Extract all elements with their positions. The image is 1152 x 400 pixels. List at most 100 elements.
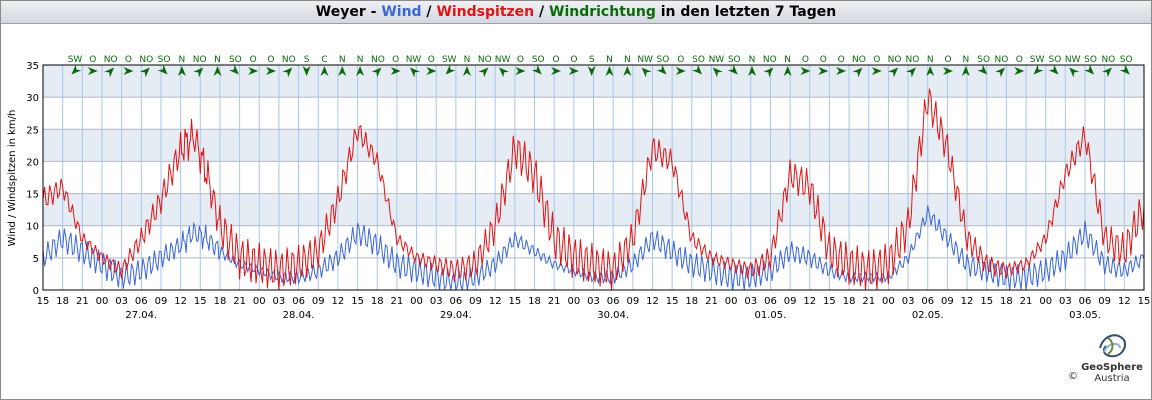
x-tick-label: 09 [312,296,325,307]
direction-label: O [802,55,809,65]
x-tick-label: 21 [705,296,718,307]
direction-label: N [749,55,756,65]
direction-arrow [587,66,596,76]
direction-arrow [641,67,652,78]
direction-arrow [320,66,329,76]
direction-arrow [213,66,222,76]
x-tick-label: 00 [96,296,109,307]
direction-arrow-shape [818,67,829,75]
direction-arrow [818,67,829,75]
x-tick-label: 06 [921,296,934,307]
direction-arrow-shape [852,67,863,78]
direction-label: SO [1120,55,1133,65]
x-tick-label: 00 [725,296,738,307]
direction-label: NO [193,55,207,65]
direction-arrow [265,67,276,75]
direction-arrow [531,64,542,75]
direction-label: N [784,55,791,65]
x-tick-label: 09 [1098,296,1111,307]
direction-arrow [727,64,738,75]
x-date-label: 01.05. [755,310,787,321]
x-tick-label: 06 [764,296,777,307]
direction-arrow [906,67,916,78]
direction-arrow-shape [623,66,632,76]
x-tick-label: 18 [1000,296,1013,307]
direction-arrow [177,66,186,76]
x-tick-label: 09 [155,296,168,307]
direction-label: SW [442,55,457,65]
x-tick-label: 21 [548,296,561,307]
direction-label: O [125,55,132,65]
direction-arrow [605,66,614,76]
x-date-label: 30.04. [597,310,629,321]
x-tick-label: 12 [961,296,974,307]
direction-label: O [820,55,827,65]
y-tick-label: 15 [26,190,39,201]
direction-arrow-shape [943,67,954,75]
direction-arrow [356,66,365,76]
direction-arrow-shape [763,67,774,78]
direction-arrow [1069,67,1080,78]
x-tick-label: 03 [1059,296,1072,307]
x-tick-label: 15 [37,296,50,307]
direction-label: NW [1065,55,1081,65]
direction-arrow-shape [888,67,899,78]
direction-arrow-shape [551,67,562,75]
direction-arrow [1084,64,1095,75]
direction-arrow-shape [265,67,276,75]
direction-label: C [321,55,327,65]
direction-label: N [357,55,364,65]
direction-label: SO [977,55,990,65]
title-suffix: in den letzten 7 Tagen [655,4,837,20]
direction-label: NO [888,55,902,65]
direction-arrow-shape [871,67,882,75]
x-tick-label: 00 [1039,296,1052,307]
direction-arrow [871,67,882,75]
direction-arrow [623,66,632,76]
direction-arrow-shape [1102,67,1112,78]
direction-label: NW [495,55,511,65]
x-tick-label: 21 [862,296,875,307]
direction-arrow-shape [675,67,686,75]
direction-arrow-shape [390,67,401,75]
direction-arrow-shape [926,66,935,76]
title-sep-1: - [365,4,382,20]
direction-label: NO [282,55,296,65]
direction-arrow [462,66,471,76]
direction-label: N [179,55,186,65]
direction-arrow-shape [1069,67,1080,78]
direction-label: NO [139,55,153,65]
y-tick-label: 10 [26,222,39,233]
direction-arrow-shape [177,66,186,76]
direction-label: SO [532,55,545,65]
y-axis-label: Wind / Windspitzen in km/h [7,110,18,247]
direction-label: N [464,55,471,65]
direction-arrow-shape [1084,64,1095,75]
direction-arrow-shape [783,66,792,76]
title-station: Weyer [315,4,366,20]
x-tick-label: 09 [469,296,482,307]
direction-label: O [873,55,880,65]
direction-arrow [692,64,703,75]
x-tick-label: 21 [391,296,404,307]
direction-label: O [570,55,577,65]
x-tick-label: 06 [607,296,620,307]
x-tick-label: 15 [1138,296,1151,307]
x-tick-label: 06 [1079,296,1092,307]
series-lines [42,88,1145,291]
direction-arrow-shape [1119,64,1130,75]
logo-subtitle: Austria [1094,373,1130,384]
direction-arrow [1033,64,1044,75]
direction-arrow [656,64,667,75]
direction-label: SO [158,55,171,65]
direction-arrow-shape [213,66,222,76]
x-tick-label: 15 [194,296,207,307]
direction-arrow-shape [531,64,542,75]
direction-label: SO [229,55,242,65]
direction-label: SW [1030,55,1045,65]
direction-arrow [977,64,988,75]
y-tick-label: 25 [26,125,39,136]
x-tick-label: 06 [450,296,463,307]
direction-arrow [390,67,401,75]
